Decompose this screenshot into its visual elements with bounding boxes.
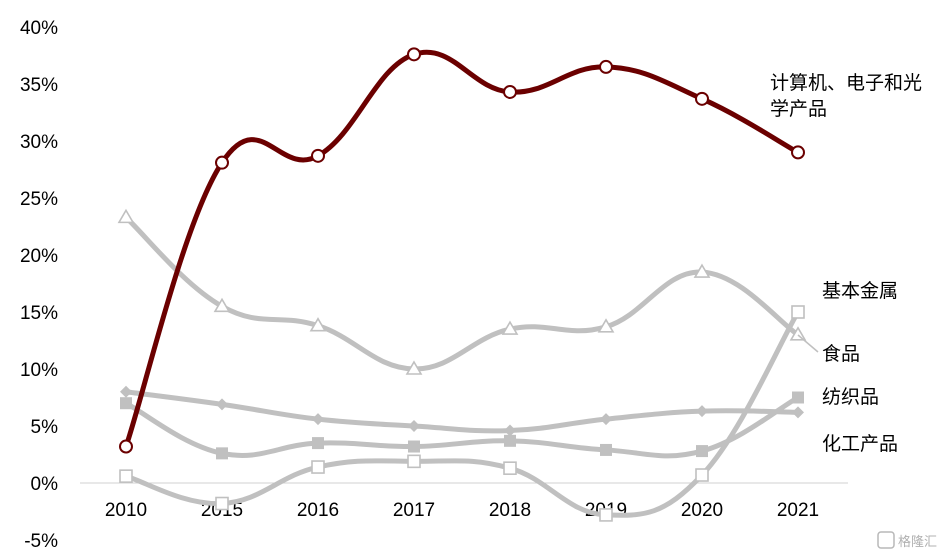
- x-tick-label: 2020: [681, 500, 723, 521]
- x-tick-label: 2021: [777, 500, 819, 521]
- point-triangle-marker: [309, 317, 327, 332]
- point-square-marker: [600, 443, 612, 456]
- y-tick-label: 30%: [20, 132, 58, 153]
- point-diamond-marker: [120, 385, 132, 398]
- point-square-marker: [216, 447, 228, 460]
- g-logo-icon: [877, 531, 895, 549]
- x-tick-label: 2018: [489, 500, 531, 521]
- point-diamond-marker: [408, 420, 420, 432]
- series-label: 计算机、电子和光学产品: [770, 72, 922, 120]
- series-line: [123, 49, 801, 450]
- point-circle-marker: [407, 47, 421, 62]
- point-open-square-marker: [695, 468, 709, 482]
- series-0: [119, 47, 805, 454]
- point-square-marker: [792, 391, 804, 404]
- point-open-square-marker: [503, 461, 517, 475]
- x-axis-tick-labels: 20102015201620172018201920202021: [105, 500, 819, 521]
- point-diamond-marker: [600, 413, 612, 426]
- point-circle-marker: [791, 145, 805, 160]
- series-label: 食品: [822, 343, 860, 365]
- point-triangle-marker: [405, 360, 423, 375]
- series-1: [119, 305, 805, 522]
- series-label: 基本金属: [822, 280, 898, 302]
- point-open-square-marker: [119, 469, 133, 483]
- y-axis-tick-labels: -5% 0% 5% 10% 15% 20% 25% 30% 35% 40%: [20, 18, 58, 552]
- series-label: 纺织品: [822, 386, 879, 408]
- series-layer: [117, 47, 807, 522]
- series-2: [117, 208, 807, 375]
- point-diamond-marker: [312, 413, 324, 426]
- point-triangle-marker: [597, 318, 615, 333]
- watermark: 格隆汇: [877, 531, 937, 550]
- point-circle-marker: [695, 91, 709, 106]
- point-square-marker: [120, 397, 132, 410]
- point-circle-marker: [503, 84, 517, 99]
- series-4: [120, 391, 804, 460]
- point-square-marker: [504, 434, 516, 447]
- y-tick-label: 40%: [20, 18, 58, 39]
- y-tick-label: -5%: [24, 531, 58, 552]
- point-circle-marker: [119, 439, 133, 454]
- point-triangle-marker: [117, 208, 135, 224]
- point-triangle-marker: [213, 297, 231, 313]
- y-tick-label: 25%: [20, 189, 58, 210]
- point-circle-marker: [215, 155, 229, 170]
- food-label-leader: [797, 334, 819, 353]
- point-open-square-marker: [215, 496, 229, 511]
- y-tick-label: 5%: [31, 417, 59, 438]
- point-triangle-marker: [789, 326, 807, 341]
- point-square-marker: [408, 440, 420, 453]
- point-diamond-marker: [696, 405, 708, 418]
- point-triangle-marker: [693, 263, 711, 278]
- point-open-square-marker: [791, 305, 805, 319]
- y-tick-label: 0%: [31, 474, 59, 495]
- series-line: [123, 214, 801, 372]
- point-open-square-marker: [599, 508, 613, 522]
- y-tick-label: 20%: [20, 246, 58, 267]
- point-diamond-marker: [792, 406, 804, 419]
- y-tick-label: 35%: [20, 75, 58, 96]
- y-tick-label: 10%: [20, 360, 58, 381]
- series-3: [120, 385, 804, 437]
- point-square-marker: [312, 437, 324, 450]
- point-square-marker: [696, 445, 708, 458]
- x-tick-label: 2010: [105, 500, 147, 521]
- point-triangle-marker: [501, 320, 519, 335]
- x-tick-label: 2017: [393, 500, 435, 521]
- x-tick-label: 2016: [297, 500, 339, 521]
- point-open-square-marker: [311, 460, 325, 474]
- point-circle-marker: [311, 148, 325, 163]
- series-line: [123, 389, 801, 434]
- point-circle-marker: [599, 59, 613, 74]
- watermark-text: 格隆汇: [898, 534, 937, 550]
- y-tick-label: 15%: [20, 303, 58, 324]
- series-label: 化工产品: [822, 433, 898, 455]
- point-open-square-marker: [407, 454, 421, 469]
- point-diamond-marker: [216, 398, 228, 411]
- point-diamond-marker: [504, 424, 516, 437]
